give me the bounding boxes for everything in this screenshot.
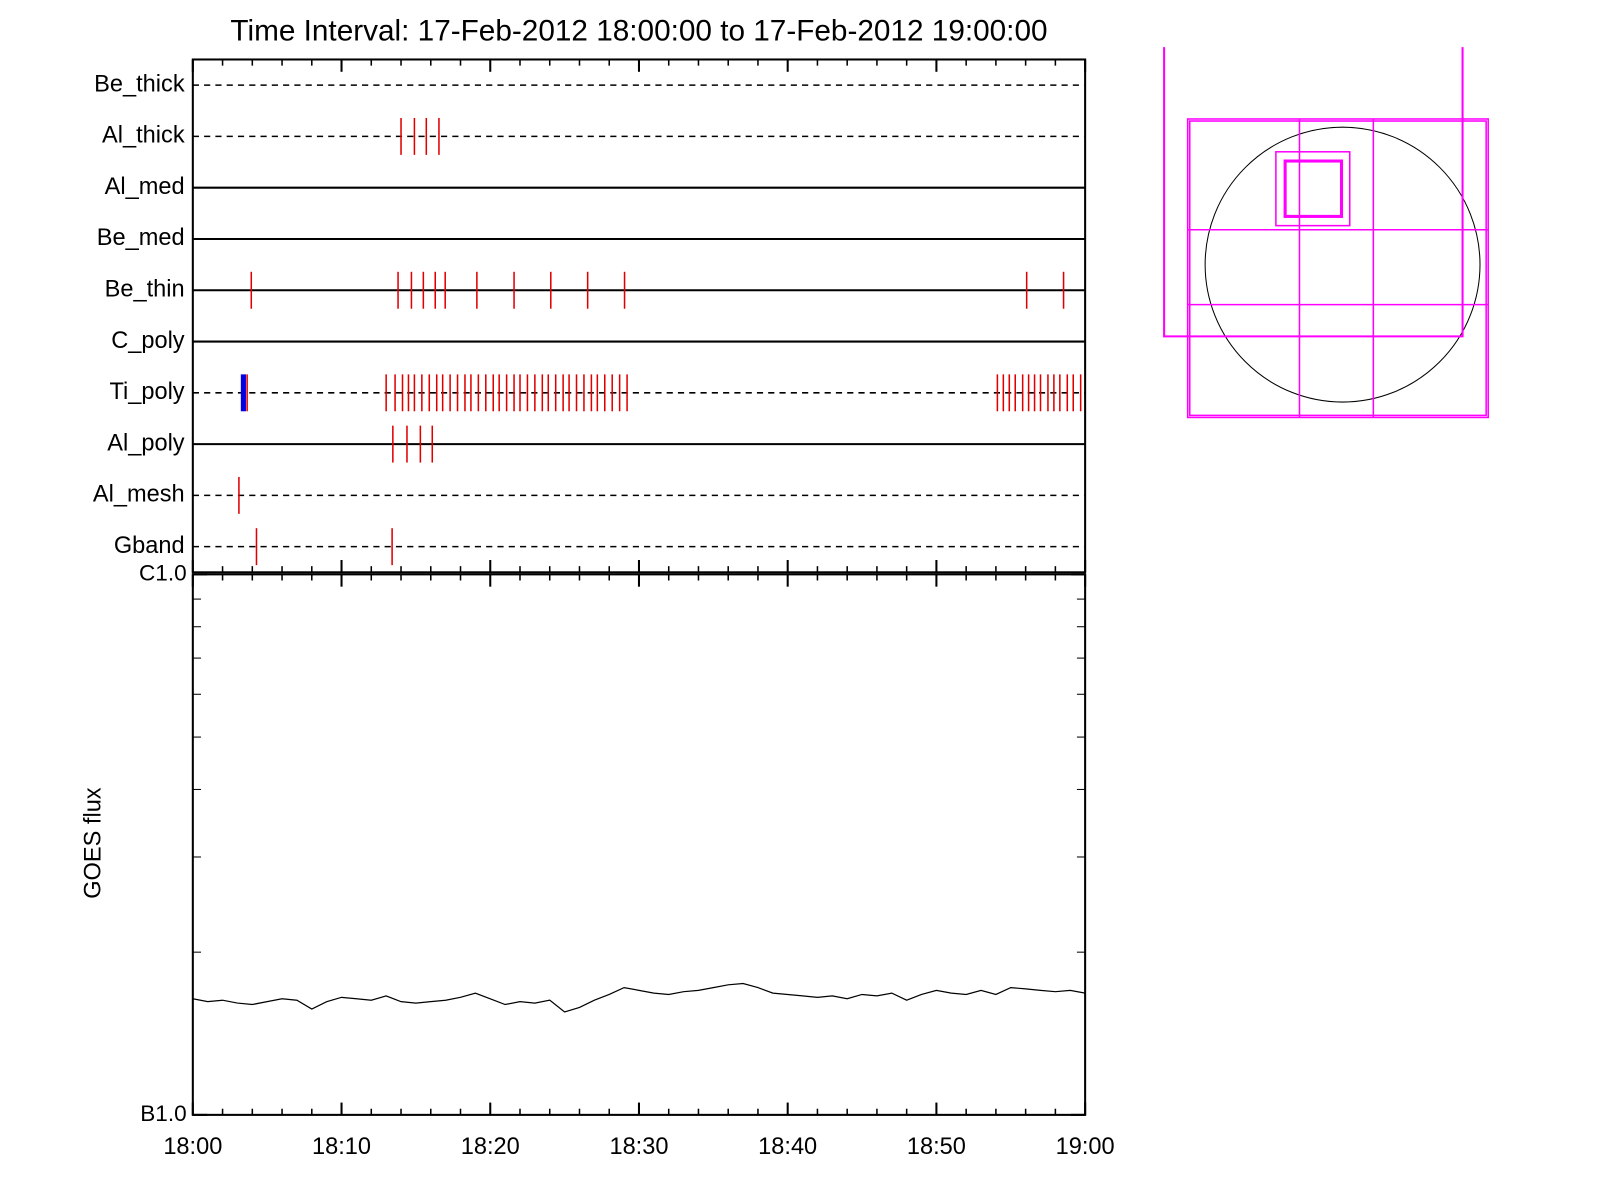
x-tick-label: 18:10 [312, 1133, 371, 1159]
fov-box [1188, 120, 1487, 417]
flux-line [192, 982, 1086, 1013]
panel-frame [191, 573, 1087, 1116]
fov-box [1283, 159, 1344, 218]
highlight-marker [240, 374, 246, 412]
x-tick-label: 19:00 [1056, 1133, 1115, 1159]
fov-box [1275, 151, 1351, 227]
solar-disk [1204, 126, 1481, 403]
x-tick-label: 18:30 [609, 1133, 668, 1159]
y-tick-label: C1.0 [139, 560, 187, 585]
x-tick-label: 18:40 [758, 1133, 817, 1159]
row-label: Be_thin [105, 275, 185, 301]
chart-title: Time Interval: 17-Feb-2012 18:00:00 to 1… [230, 15, 1047, 48]
row-label: Al_thick [102, 122, 185, 148]
x-tick-label: 18:00 [163, 1133, 222, 1159]
row-label: Gband [114, 532, 185, 558]
y-axis-label: GOES flux [80, 787, 106, 899]
row-label: Al_poly [107, 429, 185, 455]
row-label: Ti_poly [109, 378, 184, 404]
fov-outline [1163, 47, 1464, 338]
row-label: Be_med [97, 224, 185, 250]
fov-diagram [1163, 47, 1489, 419]
row-label: Al_mesh [93, 481, 185, 507]
row-label: Be_thick [94, 70, 185, 96]
x-tick-label: 18:20 [461, 1133, 520, 1159]
x-tick-label: 18:50 [907, 1133, 966, 1159]
fov-box [1186, 118, 1489, 419]
row-label: C_poly [111, 327, 185, 353]
y-tick-label: B1.0 [140, 1101, 186, 1126]
row-label: Al_med [105, 173, 185, 199]
